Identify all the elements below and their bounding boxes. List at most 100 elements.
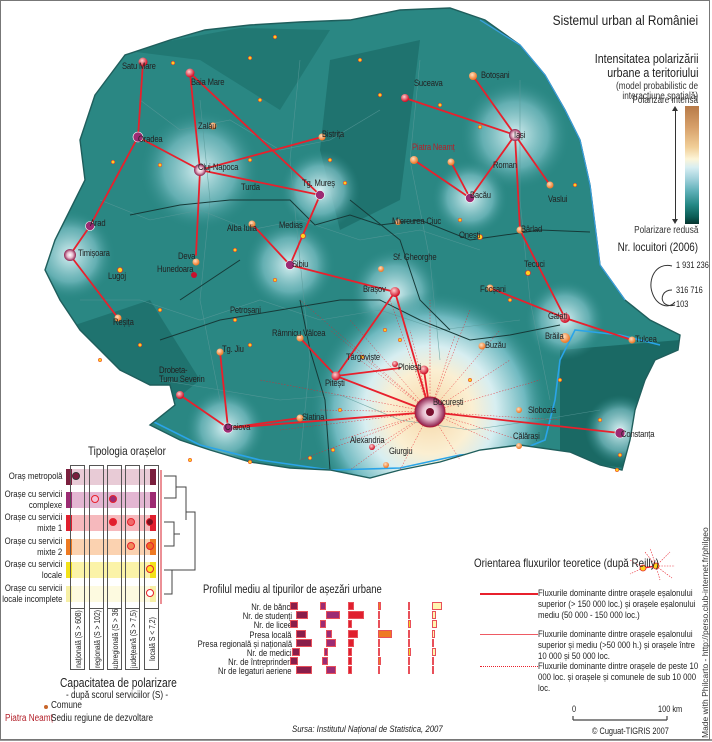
city-label: Iași: [514, 130, 526, 140]
profile-bar: [432, 620, 437, 629]
profile-bar: [326, 629, 332, 638]
city-label: Zalău: [198, 121, 217, 131]
profile-bar: [296, 611, 308, 620]
population-value-min: 103: [676, 299, 689, 309]
map-title: Sistemul urban al României: [552, 12, 698, 28]
typology-dot-icon: [146, 565, 154, 573]
typology-column-text: județeană (S > 7,5): [127, 609, 138, 669]
typology-label-line2: complexe: [28, 500, 62, 511]
scale-end: 100 km: [658, 704, 683, 714]
city-label: Roman: [493, 160, 517, 170]
typology-label-line2: mixte 2: [36, 547, 62, 558]
typology-column: [125, 465, 140, 609]
profile-bar: [348, 620, 352, 629]
typology-row: [66, 586, 156, 602]
city-label: Sibiu: [292, 259, 309, 269]
profile-indicator-label: Nr. de întreprinderi: [228, 657, 292, 668]
polarization-title-line1: Intensitatea polarizării: [594, 51, 698, 66]
profile-bar: [408, 638, 410, 647]
capacity-subtitle: - după scorul serviciilor (S) -: [66, 690, 169, 701]
comune-marker-icon: [44, 705, 48, 709]
typology-dot-icon: [127, 518, 135, 526]
typology-dot-icon: [146, 518, 154, 526]
typology-label-line1: Oraș metropolă: [8, 471, 62, 482]
typology-dot-icon: [146, 589, 154, 597]
flow-line-major: [480, 593, 538, 595]
source-note: Sursa: Institutul Național de Statistica…: [292, 724, 443, 735]
city-label: Tulcea: [635, 334, 657, 344]
city-label: Târgoviște: [346, 352, 381, 362]
city-label: Oradea: [138, 134, 163, 144]
profile-bar: [378, 602, 381, 610]
typology-column: [144, 465, 159, 609]
city-label: Alexandria: [350, 435, 385, 445]
polarization-legend-title: Intensitatea polarizării urbane a terito…: [594, 52, 698, 80]
population-value-max: 1 931 236: [676, 260, 709, 270]
typology-label-line2: mixte 1: [36, 523, 62, 534]
profile-bar: [378, 666, 380, 675]
copyright: © Cuguat-TIGRIS 2007: [592, 726, 669, 736]
city-label: Satu Mare: [122, 61, 156, 71]
profile-bar: [296, 666, 312, 675]
typology-column-label: regională (S > 102): [89, 608, 104, 670]
flow-line-medium: [480, 634, 538, 635]
city-label: Bacău: [470, 190, 491, 200]
profile-bar: [320, 620, 326, 629]
city-label: Constanța: [621, 429, 655, 439]
profile-bar: [348, 666, 352, 675]
typology-label-line1: Orașe cu servicii: [4, 583, 62, 594]
profile-bar: [348, 611, 364, 620]
profile-bar: [378, 657, 381, 666]
profile-bar: [290, 620, 298, 629]
city-label: Deva: [178, 251, 196, 261]
profile-bar: [408, 648, 411, 656]
profile-indicator-label: Presa locală: [249, 629, 292, 640]
city-label: Tg. Jiu: [222, 344, 244, 354]
profile-bar: [348, 602, 354, 610]
flows-title: Orientarea fluxurilor teoretice (după Re…: [474, 556, 659, 570]
city-label: Lugoj: [108, 271, 126, 281]
population-legend-title: Nr. locuitori (2006): [617, 240, 698, 254]
typology-label-line2: locale incomplete: [1, 594, 62, 605]
polarization-top-label: Polarizare intensă: [632, 95, 698, 106]
city-label: Brăila: [545, 331, 564, 341]
polarization-bottom-label: Polarizare redusă: [633, 225, 698, 236]
profile-bar: [326, 638, 336, 647]
profile-bar: [290, 657, 298, 666]
profile-bar: [348, 657, 352, 666]
city-label: Miercurea Ciuc: [392, 216, 442, 226]
typology-dot-icon: [91, 495, 99, 503]
city-label: Râmnicu Vâlcea: [272, 328, 326, 338]
profile-bar: [432, 666, 434, 675]
typology-title: Tipologia orașelor: [88, 444, 166, 458]
city-label: Buzău: [485, 340, 506, 350]
city-label: Reșița: [113, 317, 134, 327]
profile-bar: [432, 648, 436, 656]
polarization-subtitle-line2: interacțiune spațială): [622, 91, 698, 102]
typology-label-line2: locale: [41, 570, 62, 581]
city-symbols: [64, 57, 636, 468]
city-label: Hunedoara: [157, 264, 194, 274]
typology-row-label: Orașe cu servicii mixte 2: [4, 536, 62, 558]
city-label: Cluj-Napoca: [198, 162, 239, 172]
typology-dot-icon: [109, 495, 117, 503]
typology-column-label: județeană (S > 7,5): [125, 608, 140, 670]
profile-bar: [408, 611, 410, 620]
city-label: Slatina: [302, 412, 325, 422]
profile-bar: [348, 629, 358, 638]
typology-label-line1: Orașe cu servicii: [4, 489, 62, 500]
typology-dot-icon: [109, 518, 117, 526]
polarization-legend-subtitle: (model probabilistic de interacțiune spa…: [616, 82, 698, 102]
typology-column: [70, 465, 85, 609]
profile-indicator-label: Nr. de licee: [253, 620, 292, 631]
city-label: Piatra Neamț: [412, 142, 455, 152]
typology-column-text: regională (S > 102): [91, 609, 102, 669]
typology-row-label: Oraș metropolă: [8, 471, 62, 482]
profile-bar: [408, 657, 410, 666]
profile-bar: [408, 666, 410, 675]
profile-indicator-label: Nr. de studenți: [242, 611, 292, 622]
typology-column-text: locală S < 7,2): [146, 617, 157, 661]
city-label: Tecuci: [524, 259, 545, 269]
city-label: Giurgiu: [389, 446, 413, 456]
city-label: Bârlad: [521, 224, 543, 234]
